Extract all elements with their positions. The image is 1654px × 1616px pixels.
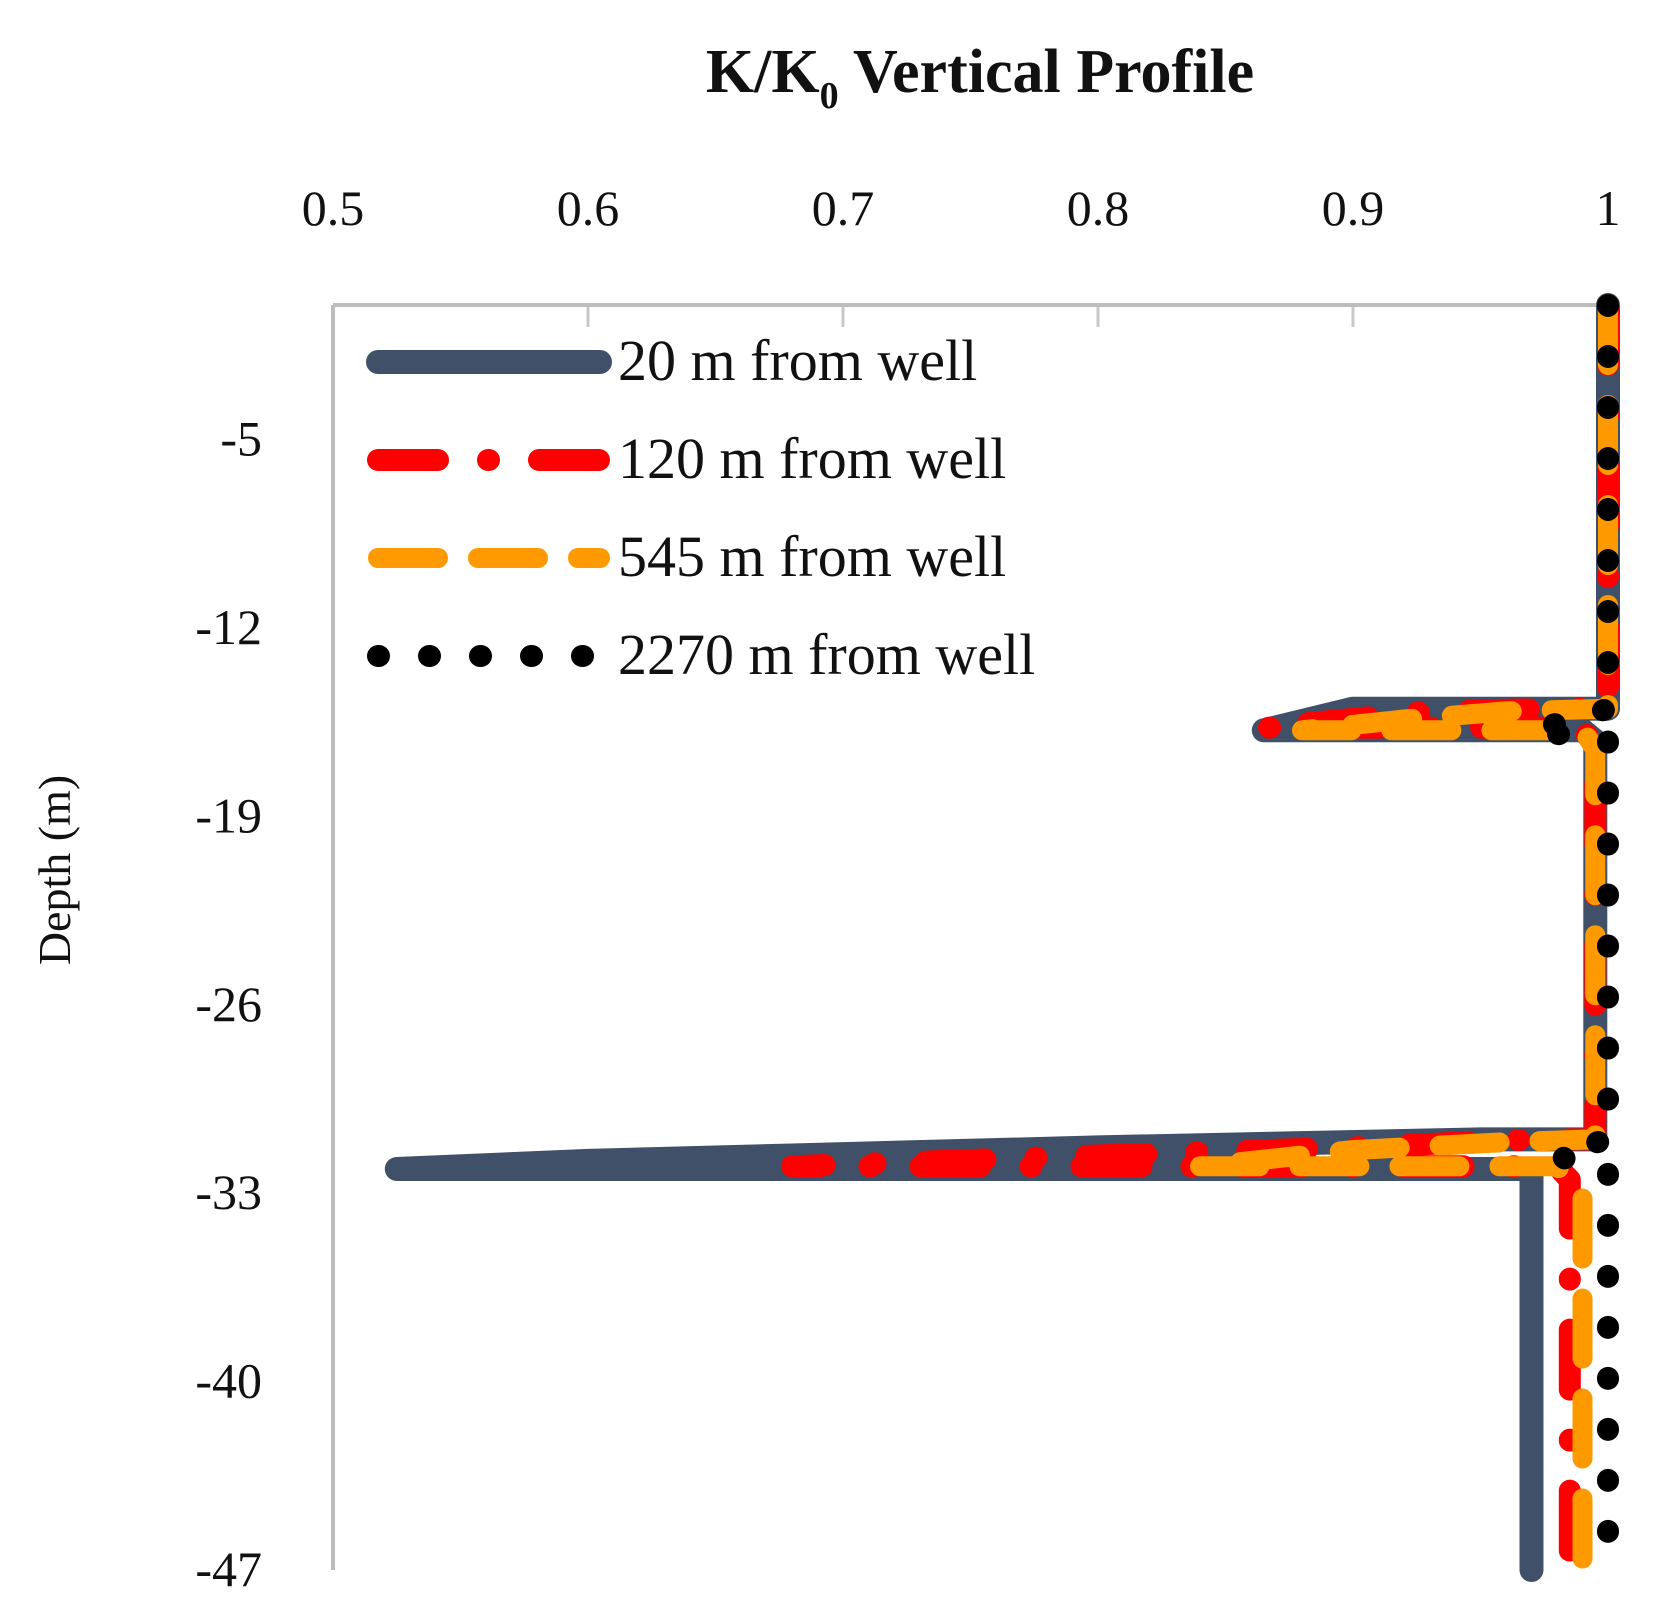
x-tick-label: 0.5 xyxy=(302,180,365,236)
x-tick-labels: 0.5 0.6 0.7 0.8 0.9 1 xyxy=(302,180,1621,236)
y-tick-label: -19 xyxy=(195,787,262,843)
chart-title: K/K0 Vertical Profile xyxy=(706,38,1254,117)
legend: 20 m from well 120 m from well 545 m from … xyxy=(366,328,1035,687)
y-tick-labels: -5 -12 -19 -26 -33 -40 -47 xyxy=(195,411,262,1597)
x-tick-label: 1 xyxy=(1596,180,1621,236)
x-tick-label: 0.8 xyxy=(1067,180,1130,236)
x-tick-label: 0.7 xyxy=(812,180,875,236)
chart-title-rest: Vertical Profile xyxy=(839,38,1255,106)
y-tick-label: -33 xyxy=(195,1164,262,1220)
gridlines xyxy=(586,305,1610,327)
series-line-3 xyxy=(1190,295,1618,1580)
x-tick-label: 0.6 xyxy=(557,180,620,236)
chart-title-main: K/K xyxy=(706,38,820,106)
y-tick-label: -47 xyxy=(195,1541,262,1597)
series-lines xyxy=(384,293,1620,1582)
legend-label-1: 20 m from well xyxy=(618,328,977,393)
y-tick-label: -12 xyxy=(195,599,262,655)
legend-label-3: 545 m from well xyxy=(618,524,1006,589)
y-tick-label: -26 xyxy=(195,976,262,1032)
y-tick-label: -40 xyxy=(195,1353,262,1409)
y-tick-label: -5 xyxy=(220,411,262,467)
x-tick-label: 0.9 xyxy=(1322,180,1385,236)
chart-title-subscript: 0 xyxy=(820,75,839,117)
axes xyxy=(331,303,1608,1570)
legend-label-4: 2270 m from well xyxy=(618,622,1035,687)
series-line-4 xyxy=(1520,294,1619,1581)
y-axis-label: Depth (m) xyxy=(29,775,80,965)
legend-label-2: 120 m from well xyxy=(618,426,1006,491)
